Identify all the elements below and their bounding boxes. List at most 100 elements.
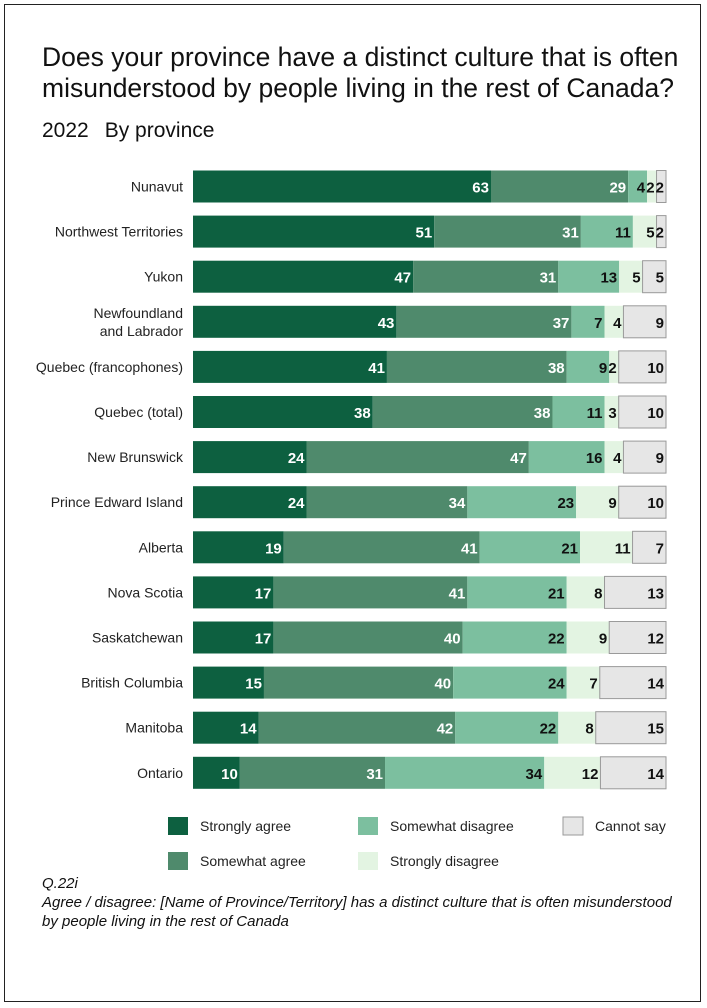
bar-somewhat-agree-quebec-total [372, 396, 553, 428]
value-label-cannot-say-manitoba: 15 [647, 721, 664, 738]
category-label-newfoundland-and-labrador: Newfoundland and Labrador [93, 305, 183, 339]
legend-swatch-cannot-say [562, 816, 584, 836]
bar-strongly-disagree-prince-edward-island [576, 486, 619, 519]
bar-cannot-say-ontario [599, 756, 667, 790]
bar-cannot-say-nunavut [656, 170, 667, 203]
bar-somewhat-agree-british-columbia [263, 666, 454, 699]
value-label-somewhat-disagree-british-columbia: 24 [548, 676, 565, 693]
legend-swatch-strongly-disagree [358, 852, 378, 870]
value-label-somewhat-disagree-yukon: 13 [600, 270, 617, 287]
bar-cannot-say-new-brunswick [622, 440, 667, 474]
value-label-cannot-say-quebec-total: 10 [647, 405, 664, 422]
value-label-strongly-disagree-nova-scotia: 8 [594, 585, 602, 602]
value-label-strongly-disagree-quebec-francophones: 2 [608, 360, 616, 377]
value-label-strongly-agree-british-columbia: 15 [245, 676, 262, 693]
legend-label-strongly-disagree: Strongly disagree [390, 853, 499, 869]
value-label-strongly-agree-northwest-territories: 51 [416, 225, 433, 242]
value-label-cannot-say-ontario: 14 [647, 766, 664, 783]
bar-somewhat-disagree-newfoundland-and-labrador [571, 305, 605, 338]
value-label-cannot-say-nova-scotia: 13 [647, 585, 664, 602]
value-label-strongly-agree-ontario: 10 [221, 766, 238, 783]
value-label-strongly-disagree-newfoundland-and-labrador: 4 [613, 315, 622, 332]
bar-cannot-say-british-columbia [599, 666, 667, 700]
value-label-somewhat-agree-nunavut: 29 [609, 180, 626, 197]
value-label-somewhat-disagree-alberta: 21 [561, 540, 578, 557]
bar-cannot-say-manitoba [595, 711, 667, 745]
bar-somewhat-disagree-nunavut [628, 170, 648, 203]
value-label-cannot-say-northwest-territories: 2 [656, 225, 664, 242]
value-label-strongly-disagree-new-brunswick: 4 [613, 450, 622, 467]
bar-somewhat-disagree-alberta [479, 531, 580, 564]
bar-strongly-disagree-alberta [580, 531, 633, 564]
value-label-strongly-agree-quebec-total: 38 [354, 405, 371, 422]
bar-strongly-agree-yukon [193, 260, 414, 293]
value-label-cannot-say-quebec-francophones: 10 [647, 360, 664, 377]
value-label-cannot-say-british-columbia: 14 [647, 676, 664, 693]
bar-strongly-agree-quebec-total [193, 396, 373, 428]
bar-strongly-disagree-quebec-francophones [609, 350, 619, 383]
bar-somewhat-disagree-yukon [558, 260, 620, 293]
bar-somewhat-disagree-northwest-territories [580, 215, 633, 248]
legend-swatch-strongly-agree [168, 817, 188, 835]
bar-strongly-disagree-newfoundland-and-labrador [604, 305, 624, 338]
category-label-prince-edward-island: Prince Edward Island [51, 494, 183, 510]
value-label-strongly-disagree-nunavut: 2 [646, 180, 654, 197]
value-label-somewhat-agree-prince-edward-island: 34 [449, 495, 466, 512]
bar-strongly-disagree-yukon [619, 260, 643, 293]
chart-subtitle: 2022 By province [42, 118, 214, 144]
subtitle-by: By province [104, 119, 215, 142]
bar-strongly-disagree-saskatchewan [566, 621, 610, 654]
category-label-quebec-total: Quebec (total) [94, 404, 183, 420]
value-label-cannot-say-nunavut: 2 [656, 180, 664, 197]
bar-strongly-agree-british-columbia [193, 666, 264, 699]
category-label-ontario: Ontario [137, 765, 183, 781]
category-label-manitoba: Manitoba [125, 720, 183, 736]
chart-title: Does your province have a distinct cultu… [42, 42, 679, 103]
value-label-somewhat-agree-quebec-total: 38 [534, 405, 551, 422]
value-label-somewhat-disagree-quebec-francophones: 9 [599, 360, 607, 377]
bar-somewhat-disagree-saskatchewan [462, 621, 567, 654]
legend-label-strongly-agree: Strongly agree [200, 818, 291, 834]
bar-somewhat-disagree-manitoba [455, 711, 559, 744]
bar-somewhat-agree-ontario [239, 756, 386, 789]
value-label-somewhat-agree-nova-scotia: 41 [449, 585, 466, 602]
bar-strongly-disagree-british-columbia [566, 666, 600, 699]
value-label-somewhat-agree-yukon: 31 [540, 270, 557, 287]
bar-somewhat-disagree-ontario [385, 756, 545, 789]
bar-somewhat-agree-prince-edward-island [306, 486, 468, 519]
value-label-strongly-agree-newfoundland-and-labrador: 43 [378, 315, 395, 332]
bar-somewhat-disagree-quebec-total [552, 396, 605, 428]
category-label-quebec-francophones: Quebec (francophones) [36, 359, 183, 375]
bar-strongly-agree-new-brunswick [193, 441, 307, 474]
bar-somewhat-agree-nova-scotia [273, 576, 468, 609]
value-label-strongly-disagree-prince-edward-island: 9 [608, 495, 616, 512]
value-label-strongly-agree-alberta: 19 [265, 540, 282, 557]
value-label-strongly-disagree-yukon: 5 [632, 270, 640, 287]
value-label-strongly-disagree-saskatchewan: 9 [599, 631, 607, 648]
bar-strongly-agree-nunavut [193, 170, 491, 203]
value-label-strongly-agree-prince-edward-island: 24 [288, 495, 305, 512]
value-label-somewhat-disagree-northwest-territories: 11 [615, 225, 631, 242]
value-label-strongly-agree-nunavut: 63 [472, 180, 489, 197]
category-label-new-brunswick: New Brunswick [87, 449, 184, 465]
bar-somewhat-agree-yukon [413, 260, 559, 293]
value-label-strongly-disagree-alberta: 11 [615, 540, 631, 557]
bar-strongly-disagree-northwest-territories [632, 215, 657, 248]
bar-cannot-say-newfoundland-and-labrador [622, 305, 667, 339]
legend-label-somewhat-agree: Somewhat agree [200, 853, 306, 869]
bar-cannot-say-northwest-territories [656, 215, 667, 249]
bar-strongly-disagree-nova-scotia [566, 576, 605, 609]
legend-swatch-somewhat-disagree [358, 817, 378, 835]
value-label-somewhat-disagree-prince-edward-island: 23 [557, 495, 574, 512]
legend-label-cannot-say: Cannot say [595, 818, 666, 834]
bar-strongly-agree-alberta [193, 531, 284, 564]
bar-somewhat-disagree-prince-edward-island [467, 486, 577, 519]
bar-somewhat-disagree-nova-scotia [467, 576, 567, 609]
category-label-alberta: Alberta [139, 539, 184, 555]
bar-strongly-agree-saskatchewan [193, 621, 274, 654]
bar-somewhat-disagree-new-brunswick [528, 441, 605, 474]
bar-strongly-disagree-nunavut [647, 170, 657, 203]
value-label-somewhat-agree-saskatchewan: 40 [444, 631, 461, 648]
value-label-strongly-disagree-british-columbia: 7 [589, 676, 597, 693]
value-label-strongly-agree-saskatchewan: 17 [255, 631, 272, 648]
